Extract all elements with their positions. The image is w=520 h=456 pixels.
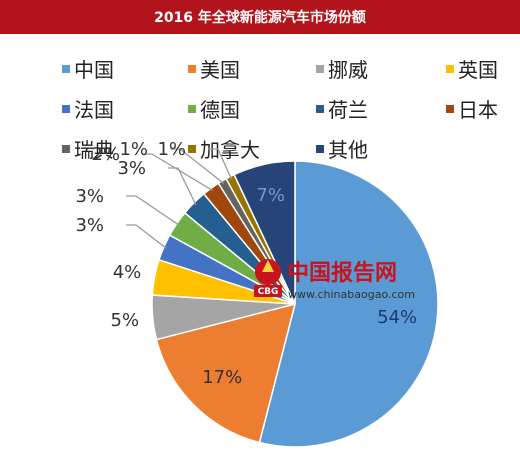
legend-swatch — [188, 145, 196, 153]
slice-label: 3% — [75, 186, 104, 207]
legend-swatch — [188, 105, 196, 113]
slice-label: 17% — [202, 367, 242, 388]
pie-slices — [151, 160, 439, 448]
legend-item: 德国 — [200, 98, 240, 122]
slice-labels: 54%17%5%4%3%3%3%2% 1% 1%7% — [75, 139, 417, 388]
slice-label: 5% — [111, 310, 140, 331]
leader-line — [208, 148, 232, 180]
pie-slice — [155, 302, 297, 444]
legend-swatch — [446, 105, 454, 113]
slice-label: 4% — [113, 262, 142, 283]
legend-item: 日本 — [458, 98, 498, 122]
slice-label: 1% — [119, 139, 148, 160]
slice-label: 3% — [75, 215, 104, 236]
legend-item: 法国 — [74, 98, 114, 122]
legend-swatch — [316, 65, 324, 73]
legend-item: 中国 — [74, 58, 114, 82]
legend-item: 美国 — [200, 58, 240, 82]
leader-line — [142, 153, 213, 192]
legend-item: 瑞典 — [74, 138, 114, 162]
legend-swatch — [62, 65, 70, 73]
legend-swatch — [188, 65, 196, 73]
watermark-logo-text: CBG — [258, 287, 279, 297]
slice-label: 1% — [157, 139, 186, 160]
legend-swatch — [446, 65, 454, 73]
watermark-url: www.chinabaogao.com — [288, 288, 415, 301]
slice-label: 54% — [377, 307, 417, 328]
chart-title: 2016 年全球新能源汽车市场份额 — [0, 0, 520, 34]
watermark: CBG 中国报告网 www.chinabaogao.com — [254, 259, 415, 301]
label-leader-lines — [126, 148, 232, 249]
legend-item: 挪威 — [328, 58, 368, 82]
watermark-brand: 中国报告网 — [287, 261, 397, 286]
legend-swatch — [62, 145, 70, 153]
leader-line — [126, 195, 180, 226]
slice-label: 3% — [117, 158, 146, 179]
slice-label: 7% — [256, 185, 285, 206]
legend-item: 加拿大 — [200, 138, 260, 162]
leader-line — [126, 224, 167, 249]
legend-item: 英国 — [458, 58, 498, 82]
leader-line — [170, 148, 225, 184]
legend-swatch — [316, 145, 324, 153]
leader-line — [168, 167, 197, 206]
legend-item: 荷兰 — [328, 98, 368, 122]
legend-item: 其他 — [328, 138, 368, 162]
pie-slice — [258, 160, 439, 448]
legend-swatch — [62, 105, 70, 113]
slice-label: 2% — [91, 144, 120, 165]
legend-swatch — [316, 105, 324, 113]
watermark-logo-icon — [254, 259, 282, 297]
